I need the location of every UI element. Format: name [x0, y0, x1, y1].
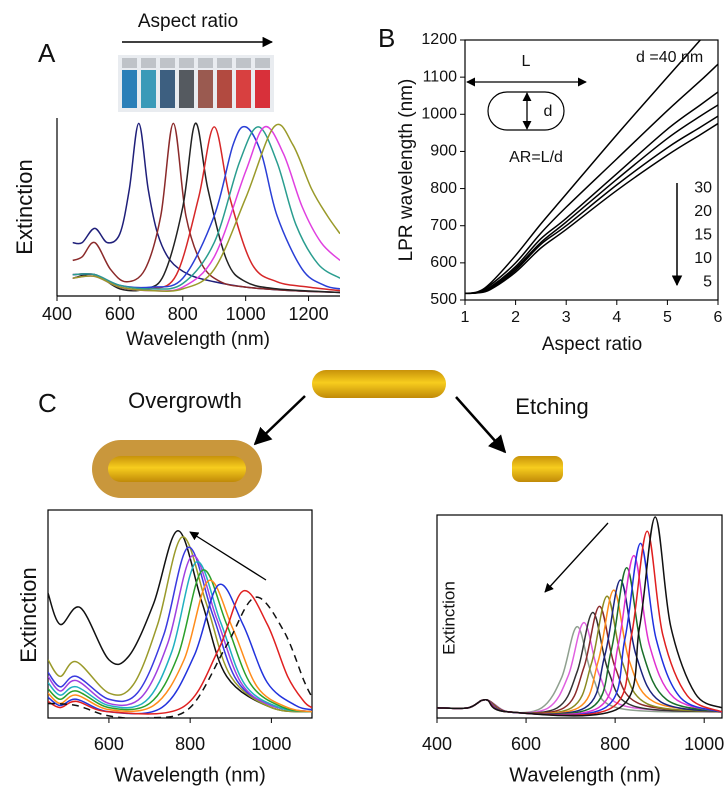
x-tick-label: 5	[663, 309, 672, 326]
y-axis-label: Extinction	[12, 159, 37, 254]
x-tick-label: 600	[94, 734, 124, 754]
y-tick-label: 1000	[421, 106, 457, 123]
x-axis-label: Wavelength (nm)	[114, 764, 266, 786]
x-tick-label: 6	[714, 309, 723, 326]
spectrum-line	[48, 561, 312, 713]
y-axis-label: Extinction	[16, 567, 41, 662]
x-tick-label: 3	[562, 309, 571, 326]
legend-label: 20	[694, 203, 712, 220]
x-tick-label: 2	[511, 309, 520, 326]
scheme-label: Etching	[515, 394, 588, 419]
arrow	[544, 522, 609, 593]
gold-rod	[512, 456, 563, 482]
x-tick-label: 1000	[251, 734, 291, 754]
y-axis-label: LPR wavelength (nm)	[396, 79, 417, 262]
y-tick-label: 700	[430, 217, 457, 234]
scheme-label: Overgrowth	[128, 388, 242, 413]
spectrum-line	[48, 590, 312, 715]
y-tick-label: 1100	[423, 68, 458, 85]
spectrum-line	[72, 122, 340, 294]
plot-frame	[47, 509, 313, 719]
legend-label: 10	[694, 250, 712, 267]
arrow	[189, 531, 267, 581]
cuvettes	[118, 55, 274, 112]
x-axis-label: Wavelength (nm)	[509, 764, 661, 786]
panel-label: C	[38, 388, 57, 418]
x-tick-label: 800	[168, 304, 198, 324]
spectrum-line	[437, 579, 722, 715]
spectrum-line	[72, 122, 340, 294]
x-tick-label: 1200	[289, 304, 329, 324]
spectrum-line	[72, 125, 340, 290]
spectrum-line	[48, 555, 312, 713]
legend-label: 5	[703, 274, 712, 291]
x-tick-label: 1000	[684, 734, 724, 754]
spectrum-line	[48, 569, 312, 713]
spectrum-line	[72, 126, 340, 290]
x-tick-label: 4	[612, 309, 621, 326]
y-tick-label: 500	[430, 291, 457, 308]
x-tick-label: 400	[42, 304, 72, 324]
y-tick-label: 800	[430, 180, 457, 197]
spectrum-line	[48, 579, 312, 713]
plot-frame	[464, 39, 719, 301]
legend-label: 15	[694, 227, 712, 244]
y-tick-label: 900	[430, 143, 457, 160]
spectrum-line	[48, 536, 312, 713]
rod-outline	[487, 91, 565, 131]
inset-label: L	[522, 53, 531, 70]
x-tick-label: 1	[461, 309, 470, 326]
spectrum-line	[48, 530, 312, 713]
arrow	[253, 395, 306, 446]
x-axis-label: Aspect ratio	[542, 334, 642, 355]
spectrum-line	[465, 104, 718, 295]
series-group	[437, 516, 722, 717]
x-tick-label: 800	[175, 734, 205, 754]
spectrum-line	[48, 583, 312, 715]
series-group	[72, 122, 340, 294]
x-tick-label: 1000	[226, 304, 266, 324]
spectrum-line	[465, 40, 701, 295]
y-tick-label: 1200	[421, 31, 457, 48]
spectrum-line	[465, 115, 718, 295]
spectrum-line	[465, 91, 718, 295]
spectrum-line	[465, 63, 718, 295]
panel-label: B	[378, 23, 395, 53]
annotation: Aspect ratio	[138, 11, 238, 32]
y-axis-label: Extinction	[439, 581, 458, 655]
plot-frame	[436, 514, 723, 719]
series-group	[465, 40, 718, 295]
legend-label: 30	[694, 180, 712, 197]
spectrum-line	[48, 546, 312, 713]
spectrum-line	[72, 123, 340, 292]
x-tick-label: 600	[105, 304, 135, 324]
gold-rod	[312, 370, 446, 398]
spectrum-line	[465, 122, 718, 295]
spectrum-line	[437, 554, 722, 716]
gold-rod	[108, 456, 246, 482]
x-axis-label: Wavelength (nm)	[126, 329, 270, 350]
spectrum-line	[437, 567, 722, 715]
spectrum-line	[437, 530, 722, 717]
x-tick-label: 800	[600, 734, 630, 754]
series-label: d =40 nm	[636, 49, 703, 66]
inset-label: d	[544, 103, 553, 120]
x-tick-label: 400	[422, 734, 452, 754]
spectrum-line	[48, 596, 312, 718]
series-group	[48, 530, 312, 718]
y-tick-label: 600	[430, 254, 457, 271]
inset-label: AR=L/d	[509, 149, 563, 166]
x-tick-label: 600	[511, 734, 541, 754]
arrow	[455, 396, 507, 454]
spectrum-line	[437, 516, 722, 717]
panel-label: A	[38, 38, 56, 68]
